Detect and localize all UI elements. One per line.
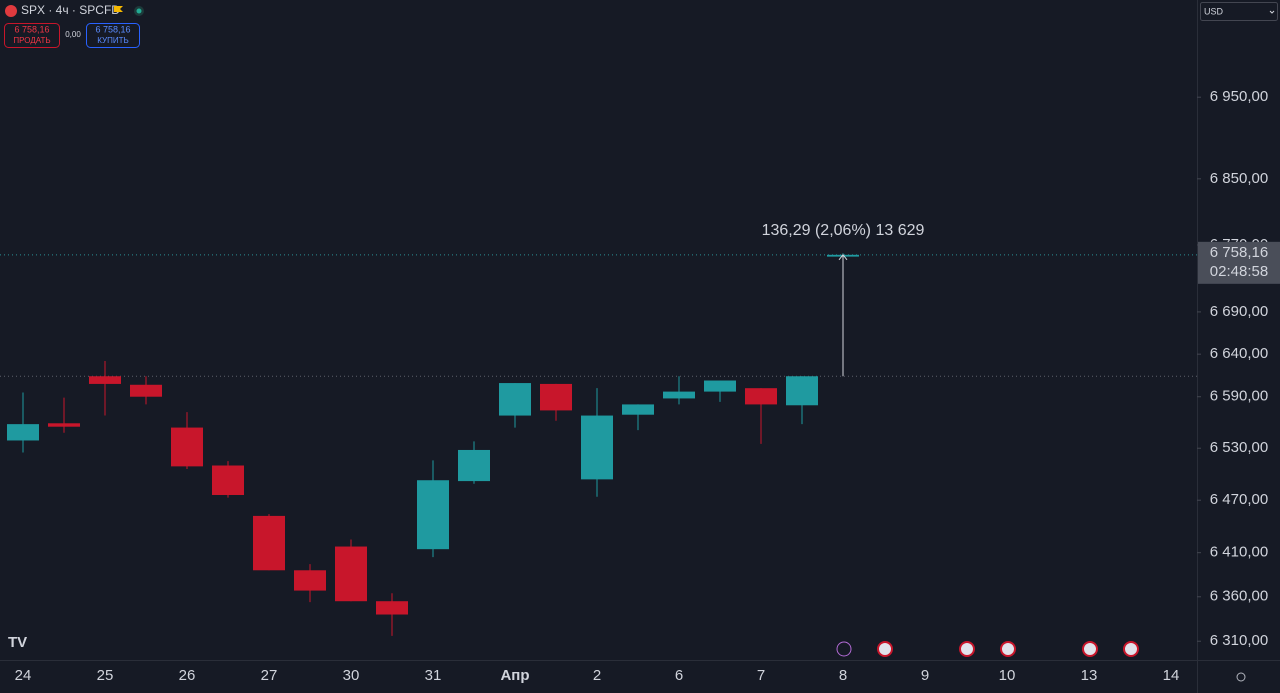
- candle-body: [540, 383, 572, 411]
- event-icon[interactable]: [877, 641, 893, 657]
- sell-price: 6 758,16: [14, 24, 49, 34]
- y-tick-label: 6 470,00: [1210, 491, 1268, 508]
- candle-body: [499, 383, 531, 416]
- y-tick-label: 6 530,00: [1210, 439, 1268, 456]
- buy-label: КУПИТЬ: [97, 36, 128, 45]
- event-icons: [836, 641, 1139, 657]
- candle-body: [335, 546, 367, 602]
- candle-body: [786, 376, 818, 406]
- candle-body: [663, 391, 695, 399]
- event-icon[interactable]: [959, 641, 975, 657]
- buy-price: 6 758,16: [95, 24, 130, 34]
- candle-body: [417, 480, 449, 550]
- spread: 0,00: [65, 30, 81, 39]
- candle-body: [622, 404, 654, 415]
- candle-body: [253, 515, 285, 571]
- y-tick-label: 6 850,00: [1210, 170, 1268, 187]
- dropdown-icon: [1269, 10, 1275, 14]
- symbol-icon: [5, 5, 17, 17]
- x-tick-label: 26: [179, 667, 196, 684]
- x-tick-label: 6: [675, 667, 683, 684]
- x-tick-label: 25: [97, 667, 114, 684]
- candle-body: [376, 601, 408, 615]
- candle-body: [171, 427, 203, 467]
- x-tick-label: 8: [839, 667, 847, 684]
- last-price-label: 6 758,16: [1210, 244, 1268, 261]
- x-tick-label: 14: [1163, 667, 1180, 684]
- symbol: SPX · 4ч · SPCFD: [21, 3, 120, 17]
- event-icon[interactable]: [1000, 641, 1016, 657]
- settings-icon[interactable]: [1236, 672, 1246, 682]
- countdown: 02:48:58: [1210, 263, 1268, 280]
- x-tick-label: 9: [921, 667, 929, 684]
- candle-body: [7, 424, 39, 441]
- price-box: [1198, 241, 1280, 284]
- buy-button[interactable]: [86, 23, 140, 48]
- x-tick-label: 13: [1081, 667, 1098, 684]
- y-tick-label: 6 950,00: [1210, 88, 1268, 105]
- y-tick-label: 6 310,00: [1210, 632, 1268, 649]
- candle-body: [458, 449, 490, 482]
- y-tick-label: 6 590,00: [1210, 388, 1268, 405]
- measure-label: 136,29 (2,06%) 13 629: [762, 222, 925, 239]
- y-tick-label: 6 640,00: [1210, 345, 1268, 362]
- candle-body: [89, 376, 121, 384]
- sell-label: ПРОДАТЬ: [13, 36, 50, 45]
- x-tick-label: 27: [261, 667, 278, 684]
- candle-body: [745, 388, 777, 405]
- x-tick-label: 30: [343, 667, 360, 684]
- candle-body: [294, 570, 326, 591]
- x-tick-label: 7: [757, 667, 765, 684]
- candle-body: [48, 423, 80, 427]
- currency-select[interactable]: [1200, 2, 1278, 21]
- x-tick-label: 10: [999, 667, 1016, 684]
- x-tick-label: 24: [15, 667, 32, 684]
- measure-arrowhead: [838, 254, 848, 261]
- flag-icon: [114, 6, 123, 12]
- x-tick-label: 2: [593, 667, 601, 684]
- candle-body: [704, 380, 736, 392]
- y-tick-label: 6 690,00: [1210, 303, 1268, 320]
- logo: TV: [8, 634, 27, 651]
- sell-button[interactable]: [4, 23, 60, 48]
- candle-body: [212, 465, 244, 495]
- y-tick-label: 6 410,00: [1210, 544, 1268, 561]
- x-tick-label: Апр: [500, 667, 529, 684]
- candle-body: [130, 384, 162, 397]
- x-tick-label: 31: [425, 667, 442, 684]
- y-tick-label: 6 360,00: [1210, 588, 1268, 605]
- currency: USD: [1204, 6, 1224, 16]
- status-icon: [136, 8, 142, 14]
- event-icon[interactable]: [1123, 641, 1139, 657]
- event-icon[interactable]: [836, 641, 852, 657]
- candle-body: [581, 415, 613, 480]
- event-icon[interactable]: [1082, 641, 1098, 657]
